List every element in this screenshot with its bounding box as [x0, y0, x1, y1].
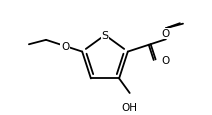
Text: S: S — [101, 31, 109, 41]
Text: O: O — [162, 56, 170, 65]
Text: OH: OH — [122, 102, 138, 112]
Text: O: O — [162, 29, 170, 39]
Text: O: O — [61, 42, 69, 52]
